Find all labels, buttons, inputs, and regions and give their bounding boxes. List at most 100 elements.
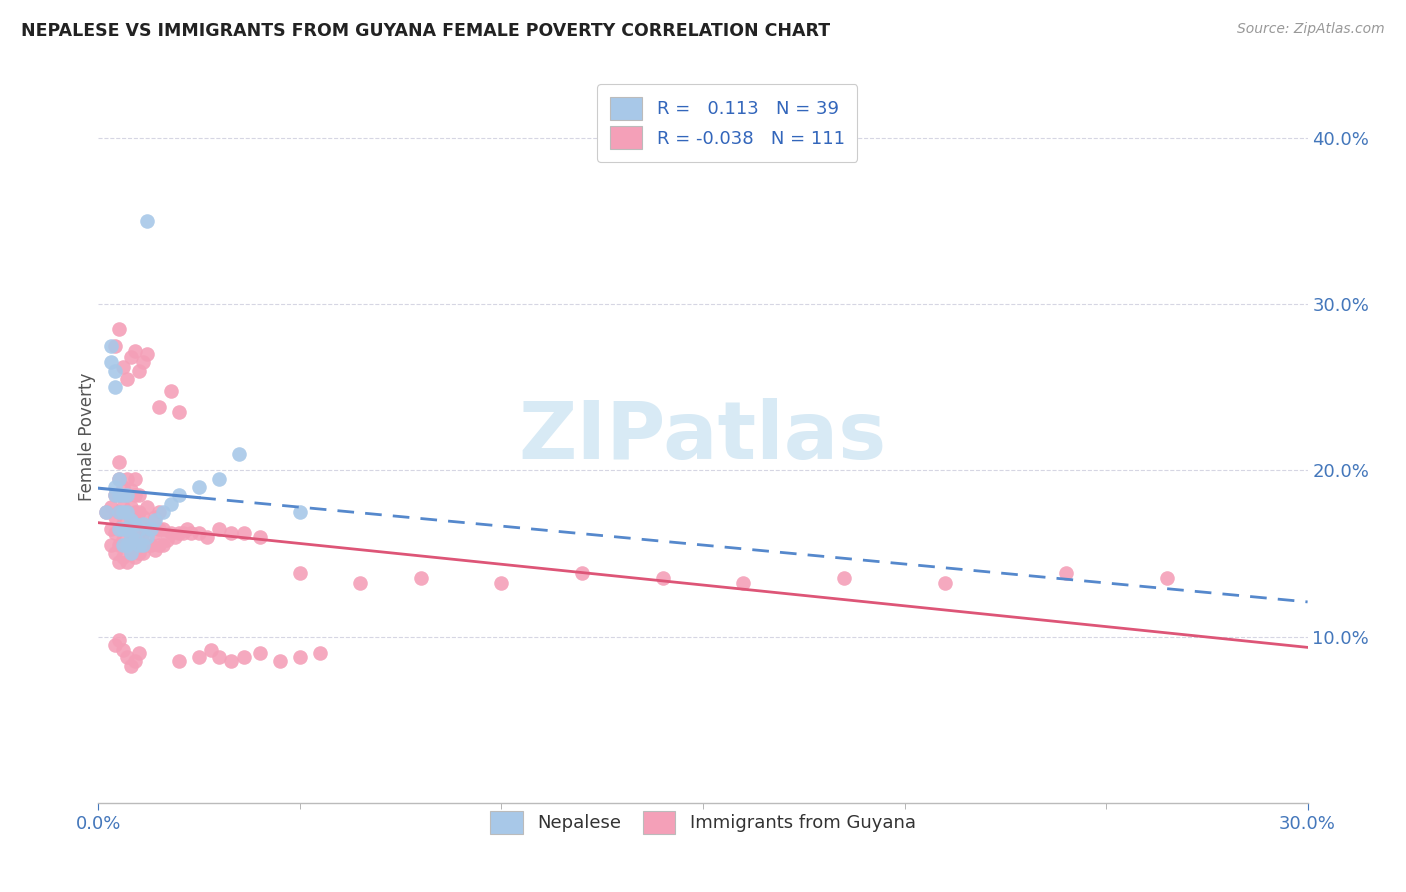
Point — [148, 521, 170, 535]
Point — [100, 521, 122, 535]
Point — [115, 372, 138, 386]
Point — [107, 472, 129, 486]
Point — [135, 347, 157, 361]
Point — [100, 538, 122, 552]
Point — [128, 505, 150, 519]
Point — [160, 384, 183, 398]
Point — [208, 649, 231, 664]
Point — [1054, 566, 1077, 581]
Point — [120, 516, 142, 531]
Point — [103, 638, 125, 652]
Point — [232, 526, 254, 541]
Point — [103, 488, 125, 502]
Point — [111, 360, 134, 375]
Point — [107, 521, 129, 535]
Point — [128, 538, 150, 552]
Point — [156, 533, 179, 548]
Point — [107, 632, 129, 647]
Point — [128, 521, 150, 535]
Point — [107, 555, 129, 569]
Point — [103, 338, 125, 352]
Point — [651, 571, 673, 585]
Point — [96, 505, 118, 519]
Point — [200, 643, 222, 657]
Point — [128, 533, 150, 548]
Point — [100, 355, 122, 369]
Point — [571, 566, 593, 581]
Point — [107, 322, 129, 336]
Point — [111, 500, 134, 514]
Point — [128, 521, 150, 535]
Point — [167, 526, 190, 541]
Point — [115, 521, 138, 535]
Point — [103, 380, 125, 394]
Point — [115, 488, 138, 502]
Point — [124, 343, 146, 358]
Point — [124, 655, 146, 669]
Point — [107, 505, 129, 519]
Text: ZIPatlas: ZIPatlas — [519, 398, 887, 476]
Point — [111, 549, 134, 564]
Point — [103, 526, 125, 541]
Point — [103, 488, 125, 502]
Point — [309, 646, 332, 660]
Point — [115, 521, 138, 535]
Point — [143, 543, 166, 558]
Point — [152, 505, 174, 519]
Point — [160, 497, 183, 511]
Point — [143, 509, 166, 524]
Point — [120, 533, 142, 548]
Point — [115, 555, 138, 569]
Point — [120, 546, 142, 560]
Point — [124, 472, 146, 486]
Point — [221, 526, 243, 541]
Point — [111, 488, 134, 502]
Point — [100, 500, 122, 514]
Point — [188, 649, 211, 664]
Point — [128, 363, 150, 377]
Point — [128, 546, 150, 560]
Point — [111, 516, 134, 531]
Point — [143, 526, 166, 541]
Point — [103, 546, 125, 560]
Point — [135, 521, 157, 535]
Text: NEPALESE VS IMMIGRANTS FROM GUYANA FEMALE POVERTY CORRELATION CHART: NEPALESE VS IMMIGRANTS FROM GUYANA FEMAL… — [21, 22, 830, 40]
Point — [934, 576, 956, 591]
Point — [143, 513, 166, 527]
Point — [111, 538, 134, 552]
Point — [124, 488, 146, 502]
Point — [160, 526, 183, 541]
Point — [288, 649, 311, 664]
Point — [172, 526, 194, 541]
Point — [188, 526, 211, 541]
Point — [128, 488, 150, 502]
Point — [132, 355, 155, 369]
Point — [288, 505, 311, 519]
Point — [120, 513, 142, 527]
Legend: Nepalese, Immigrants from Guyana: Nepalese, Immigrants from Guyana — [484, 804, 922, 841]
Point — [733, 576, 755, 591]
Point — [491, 576, 513, 591]
Point — [107, 505, 129, 519]
Point — [132, 538, 155, 552]
Point — [1156, 571, 1178, 585]
Point — [120, 546, 142, 560]
Point — [115, 472, 138, 486]
Point — [409, 571, 432, 585]
Point — [188, 480, 211, 494]
Point — [228, 447, 250, 461]
Point — [132, 526, 155, 541]
Point — [128, 646, 150, 660]
Point — [135, 214, 157, 228]
Point — [124, 533, 146, 548]
Point — [249, 646, 271, 660]
Point — [152, 538, 174, 552]
Point — [176, 521, 198, 535]
Point — [180, 526, 202, 541]
Point — [208, 472, 231, 486]
Point — [107, 472, 129, 486]
Point — [115, 538, 138, 552]
Point — [132, 509, 155, 524]
Point — [195, 530, 218, 544]
Point — [288, 566, 311, 581]
